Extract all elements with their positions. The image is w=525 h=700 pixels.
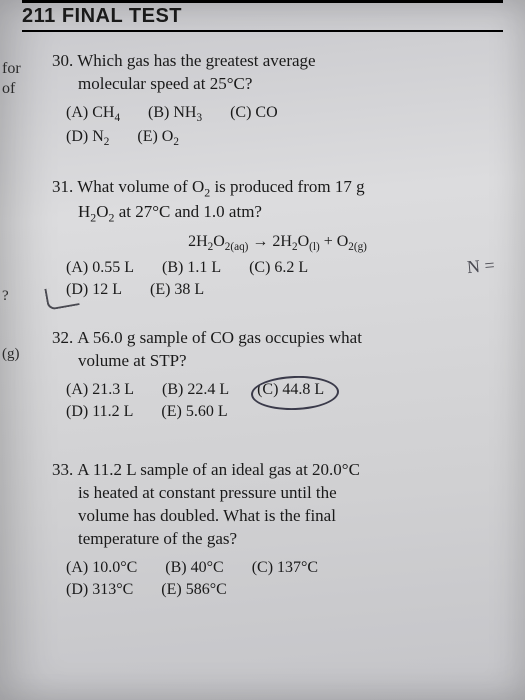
q32-options: (A) 21.3 L (B) 22.4 L (C) 44.8 L (D) 11.… <box>52 381 503 425</box>
page-header: 211 FINAL TEST <box>22 0 503 32</box>
q33-opt-e: (E) 586°C <box>161 581 227 599</box>
question-31: 31.What volume of O2 is produced from 17… <box>22 176 503 303</box>
q31-opt-a: (A) 0.55 L <box>66 259 134 277</box>
q31-number: 31. <box>52 177 73 196</box>
question-33: 33.A 11.2 L sample of an ideal gas at 20… <box>22 459 503 603</box>
margin-text-qmark: ? <box>2 288 9 305</box>
q31-equation: 2H2O2(aq) → 2H2O(l) + O2(g) <box>52 233 503 253</box>
margin-text-of: of <box>2 80 15 98</box>
q33-opt-a: (A) 10.0°C <box>66 559 137 577</box>
q32-text: 32.A 56.0 g sample of CO gas occupies wh… <box>52 327 503 373</box>
q30-opt-e: (E) O2 <box>137 128 179 148</box>
q33-text: 33.A 11.2 L sample of an ideal gas at 20… <box>52 459 503 551</box>
q30-options: (A) CH4 (B) NH3 (C) CO (D) N2 (E) O2 <box>52 104 503 152</box>
q31-opt-c: (C) 6.2 L <box>249 259 308 277</box>
q31-text: 31.What volume of O2 is produced from 17… <box>52 176 503 225</box>
q31-options: (A) 0.55 L (B) 1.1 L (C) 6.2 L (D) 12 L … <box>52 259 503 303</box>
q30-opt-a: (A) CH4 <box>66 104 120 124</box>
q33-opt-b: (B) 40°C <box>165 559 223 577</box>
question-30: 30.Which gas has the greatest average mo… <box>22 50 503 152</box>
exam-page: 211 FINAL TEST for of ? (g) 30.Which gas… <box>0 0 525 700</box>
q30-opt-c: (C) CO <box>230 104 278 124</box>
q32-opt-c-circled: (C) 44.8 L <box>257 381 324 399</box>
q31-opt-b: (B) 1.1 L <box>162 259 221 277</box>
q32-opt-a: (A) 21.3 L <box>66 381 134 399</box>
q30-opt-b: (B) NH3 <box>148 104 202 124</box>
q33-opt-d: (D) 313°C <box>66 581 133 599</box>
q33-number: 33. <box>52 460 73 479</box>
q32-opt-d: (D) 11.2 L <box>66 403 133 421</box>
margin-text-g: (g) <box>2 346 20 363</box>
pencil-arrow-mark <box>44 283 79 310</box>
q33-opt-c: (C) 137°C <box>252 559 318 577</box>
q30-text: 30.Which gas has the greatest average mo… <box>52 50 503 96</box>
q32-opt-b: (B) 22.4 L <box>162 381 229 399</box>
q30-number: 30. <box>52 51 73 70</box>
q31-opt-e: (E) 38 L <box>150 281 204 299</box>
q30-opt-d: (D) N2 <box>66 128 109 148</box>
q33-options: (A) 10.0°C (B) 40°C (C) 137°C (D) 313°C … <box>52 559 503 603</box>
q32-number: 32. <box>52 328 73 347</box>
margin-text-for: for <box>2 60 21 78</box>
pencil-annotation: N = <box>466 255 495 278</box>
q32-opt-e: (E) 5.60 L <box>161 403 227 421</box>
question-32: 32.A 56.0 g sample of CO gas occupies wh… <box>22 327 503 425</box>
